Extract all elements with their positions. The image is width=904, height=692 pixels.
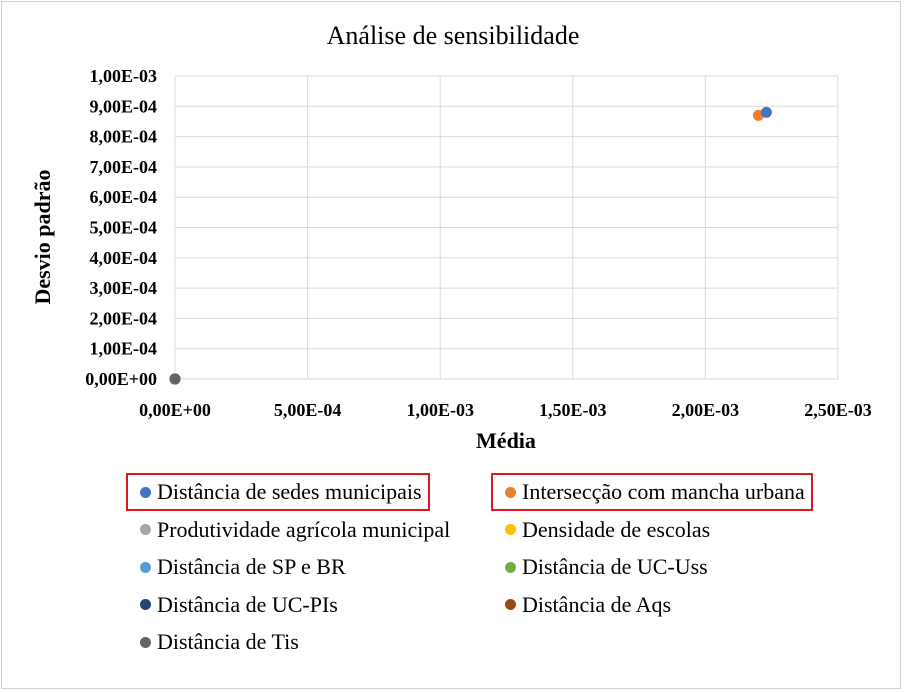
y-tick-label: 2,00E-04 (90, 308, 158, 328)
legend-item: Distância de sedes municipais (126, 473, 430, 511)
y-tick-label: 9,00E-04 (90, 96, 158, 116)
legend-label: Intersecção com mancha urbana (522, 479, 805, 504)
legend-marker (140, 524, 151, 535)
data-point (760, 106, 772, 118)
legend-item: Densidade de escolas (505, 513, 710, 547)
x-tick-label: 2,50E-03 (804, 400, 872, 420)
x-tick-labels: 0,00E+00 5,00E-04 1,00E-03 1,50E-03 2,00E-03… (139, 400, 872, 420)
legend-item: Distância de SP e BR (140, 550, 346, 584)
legend-label: Distância de UC-Uss (522, 554, 708, 579)
scatter-chart: Análise de sensibilidade 0,00E+00 1,00E-0… (30, 21, 872, 453)
legend-item: Distância de Aqs (505, 588, 671, 622)
legend-marker (505, 486, 516, 498)
legend-marker (505, 561, 516, 573)
legend-label: Distância de UC-PIs (157, 591, 338, 617)
legend-marker (505, 524, 516, 535)
y-axis-label: Desvio padrão (30, 169, 55, 304)
x-tick-label: 2,00E-03 (672, 400, 740, 420)
gridlines (175, 75, 839, 379)
y-tick-label: 7,00E-04 (90, 157, 158, 177)
y-tick-label: 0,00E+00 (85, 369, 157, 389)
legend-item: Distância de UC-Uss (505, 550, 708, 584)
y-tick-label: 8,00E-04 (90, 127, 158, 147)
legend-marker (140, 599, 151, 610)
y-tick-label: 1,00E-03 (90, 66, 158, 86)
legend-label: Produtividade agrícola municipal (157, 516, 451, 542)
y-tick-label: 6,00E-04 (90, 187, 158, 207)
legend-label: Distância de Tis (157, 629, 299, 654)
x-tick-label: 5,00E-04 (274, 400, 342, 420)
chart-title: Análise de sensibilidade (327, 21, 580, 50)
legend-item: Distância de UC-PIs (140, 588, 338, 622)
chart-legend: Distância de sedes municipais Intersecção… (0, 473, 904, 673)
legend-marker (140, 486, 151, 498)
legend-label: Distância de SP e BR (157, 554, 346, 579)
x-tick-label: 1,00E-03 (406, 400, 474, 420)
legend-item: Intersecção com mancha urbana (491, 473, 813, 511)
legend-marker (505, 599, 516, 610)
y-tick-label: 3,00E-04 (90, 278, 158, 298)
x-tick-label: 1,50E-03 (539, 400, 607, 420)
x-axis-label: Média (476, 428, 536, 453)
legend-label: Distância de Aqs (522, 591, 672, 617)
data-point (169, 373, 181, 385)
x-tick-label: 0,00E+00 (139, 400, 211, 420)
legend-marker (140, 636, 151, 648)
data-points (169, 106, 772, 385)
y-tick-label: 5,00E-04 (90, 218, 158, 238)
y-tick-label: 1,00E-04 (90, 339, 158, 359)
legend-label: Densidade de escolas (522, 516, 711, 542)
axes (174, 76, 838, 380)
y-tick-label: 4,00E-04 (90, 248, 158, 268)
legend-label: Distância de sedes municipais (157, 479, 422, 504)
legend-item: Produtividade agrícola municipal (140, 513, 450, 547)
legend-item: Distância de Tis (140, 625, 299, 659)
legend-marker (140, 561, 151, 573)
y-tick-labels: 0,00E+00 1,00E-04 2,00E-04 3,00E-04 4,00E-04… (85, 66, 157, 389)
